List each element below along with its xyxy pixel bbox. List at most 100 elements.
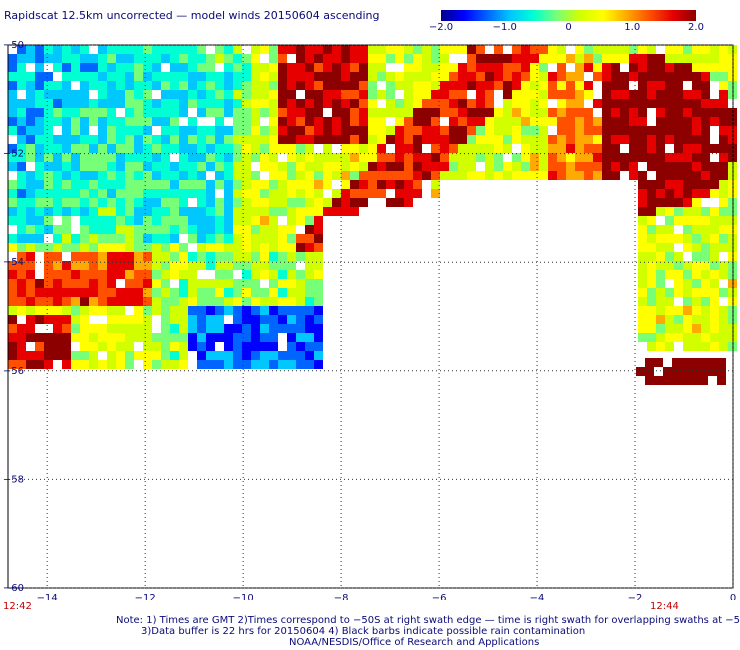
wind-cell <box>107 261 116 270</box>
wind-cell <box>719 234 728 243</box>
wind-cell <box>377 117 386 126</box>
wind-cell <box>143 63 152 72</box>
wind-cell <box>152 252 161 261</box>
wind-cell <box>647 315 656 324</box>
wind-cell <box>710 207 719 216</box>
wind-cell <box>278 225 287 234</box>
wind-cell <box>717 367 726 376</box>
wind-cell <box>593 117 602 126</box>
wind-cell <box>80 63 89 72</box>
wind-cell <box>629 144 638 153</box>
wind-cell <box>224 270 233 279</box>
wind-cell <box>251 279 260 288</box>
wind-cell <box>710 252 719 261</box>
wind-cell <box>296 135 305 144</box>
wind-cell <box>305 261 314 270</box>
wind-cell <box>107 252 116 261</box>
wind-cell <box>26 324 35 333</box>
wind-cell <box>161 144 170 153</box>
wind-cell <box>386 108 395 117</box>
wind-cell <box>449 171 458 180</box>
wind-cell <box>53 108 62 117</box>
wind-cell <box>512 171 521 180</box>
wind-cell <box>224 360 233 369</box>
wind-cell <box>215 324 224 333</box>
wind-cell <box>620 54 629 63</box>
wind-cell <box>242 162 251 171</box>
wind-cell <box>44 270 53 279</box>
wind-cell <box>71 54 80 63</box>
wind-cell <box>539 63 548 72</box>
wind-cell <box>575 45 584 54</box>
wind-cell <box>233 324 242 333</box>
wind-cell <box>350 171 359 180</box>
wind-cell <box>692 243 701 252</box>
wind-cell <box>602 54 611 63</box>
wind-cell <box>134 135 143 144</box>
wind-cell <box>35 108 44 117</box>
wind-cell <box>413 144 422 153</box>
wind-cell <box>296 144 305 153</box>
wind-cell <box>692 234 701 243</box>
wind-cell <box>71 180 80 189</box>
wind-cell <box>503 117 512 126</box>
wind-cell <box>44 153 53 162</box>
wind-cell <box>80 333 89 342</box>
wind-cell <box>278 360 287 369</box>
wind-cell <box>494 153 503 162</box>
wind-cell <box>314 333 323 342</box>
wind-cell <box>350 99 359 108</box>
wind-cell <box>179 252 188 261</box>
wind-cell <box>233 90 242 99</box>
wind-cell <box>233 180 242 189</box>
wind-cell <box>44 216 53 225</box>
wind-cell <box>143 153 152 162</box>
wind-cell <box>161 315 170 324</box>
wind-cell <box>269 207 278 216</box>
wind-cell <box>636 367 645 376</box>
wind-cell <box>683 342 692 351</box>
wind-cell <box>413 63 422 72</box>
wind-cell <box>161 108 170 117</box>
wind-cell <box>215 252 224 261</box>
wind-cell <box>125 99 134 108</box>
wind-cell <box>701 189 710 198</box>
wind-cell <box>53 198 62 207</box>
wind-cell <box>125 144 134 153</box>
wind-cell <box>422 117 431 126</box>
wind-cell <box>665 99 674 108</box>
wind-cell <box>143 243 152 252</box>
wind-cell <box>620 117 629 126</box>
wind-cell <box>152 279 161 288</box>
wind-cell <box>233 153 242 162</box>
wind-cell <box>242 189 251 198</box>
wind-cell <box>485 72 494 81</box>
wind-cell <box>206 144 215 153</box>
wind-cell <box>710 243 719 252</box>
wind-cell <box>242 207 251 216</box>
wind-cell <box>8 144 17 153</box>
wind-cell <box>575 117 584 126</box>
wind-cell <box>674 261 683 270</box>
wind-cell <box>26 225 35 234</box>
wind-cell <box>413 45 422 54</box>
wind-cell <box>476 54 485 63</box>
wind-cell <box>494 72 503 81</box>
wind-cell <box>215 162 224 171</box>
wind-cell <box>80 108 89 117</box>
wind-cell <box>260 216 269 225</box>
wind-cell <box>269 324 278 333</box>
wind-cell <box>8 315 17 324</box>
wind-cell <box>215 45 224 54</box>
wind-cell <box>674 144 683 153</box>
wind-cell <box>179 81 188 90</box>
wind-cell <box>260 252 269 261</box>
wind-cell <box>44 117 53 126</box>
wind-cell <box>557 81 566 90</box>
wind-cell <box>125 45 134 54</box>
wind-cell <box>548 90 557 99</box>
wind-cell <box>332 45 341 54</box>
wind-cell <box>422 135 431 144</box>
wind-cell <box>98 189 107 198</box>
wind-cell <box>71 243 80 252</box>
